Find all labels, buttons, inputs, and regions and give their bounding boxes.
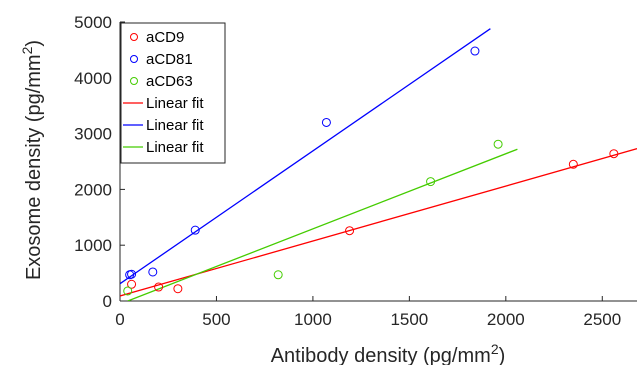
- legend-label: Linear fit: [146, 95, 204, 112]
- legend-label: aCD9: [146, 29, 184, 46]
- x-tick-label: 1500: [390, 310, 428, 329]
- data-points: [123, 46, 619, 296]
- point-acd9: [345, 226, 355, 236]
- x-tick-label: 1000: [294, 310, 332, 329]
- point-acd81: [190, 225, 200, 235]
- legend-label: Linear fit: [146, 139, 204, 156]
- point-acd63: [493, 139, 503, 149]
- point-acd9: [154, 282, 164, 292]
- point-acd63: [426, 177, 436, 187]
- legend-marker: [130, 77, 138, 85]
- x-tick-label: 2000: [487, 310, 525, 329]
- legend-label: aCD81: [146, 51, 193, 68]
- legend-marker: [130, 33, 138, 41]
- x-axis: 0 500 1000 1500 2000 2500: [115, 296, 621, 329]
- point-acd81: [321, 117, 331, 127]
- point-acd9: [173, 284, 183, 294]
- point-acd81: [127, 269, 137, 279]
- point-acd81: [470, 46, 480, 56]
- x-axis-label: Antibody density (pg/mm2): [271, 341, 506, 365]
- point-acd81: [148, 267, 158, 277]
- point-acd9: [568, 159, 578, 169]
- y-tick-label: 4000: [74, 69, 112, 88]
- fit-line-0: [120, 148, 637, 297]
- point-acd9: [609, 149, 619, 159]
- y-tick-label: 5000: [74, 13, 112, 32]
- y-tick-label: 0: [103, 292, 112, 311]
- y-axis: 0 1000 2000 3000 4000 5000: [74, 13, 125, 311]
- x-tick-label: 500: [202, 310, 230, 329]
- y-tick-label: 2000: [74, 180, 112, 199]
- x-tick-label: 0: [115, 310, 124, 329]
- point-acd63: [273, 270, 283, 280]
- fit-lines: [120, 28, 637, 301]
- legend-label: Linear fit: [146, 117, 204, 134]
- point-acd9: [127, 279, 137, 289]
- legend-box: [120, 22, 226, 164]
- legend-marker: [130, 55, 138, 63]
- x-tick-label: 2500: [583, 310, 621, 329]
- point-acd63: [123, 286, 133, 296]
- y-tick-label: 1000: [74, 236, 112, 255]
- legend-label: aCD63: [146, 73, 193, 90]
- fit-line-2: [127, 148, 518, 301]
- y-axis-label: Exosome density (pg/mm2): [19, 40, 45, 280]
- fit-line-1: [120, 28, 491, 285]
- y-tick-label: 3000: [74, 125, 112, 144]
- legend: aCD9 aCD81 aCD63 Linear fit Linear fit Linear…: [120, 22, 226, 164]
